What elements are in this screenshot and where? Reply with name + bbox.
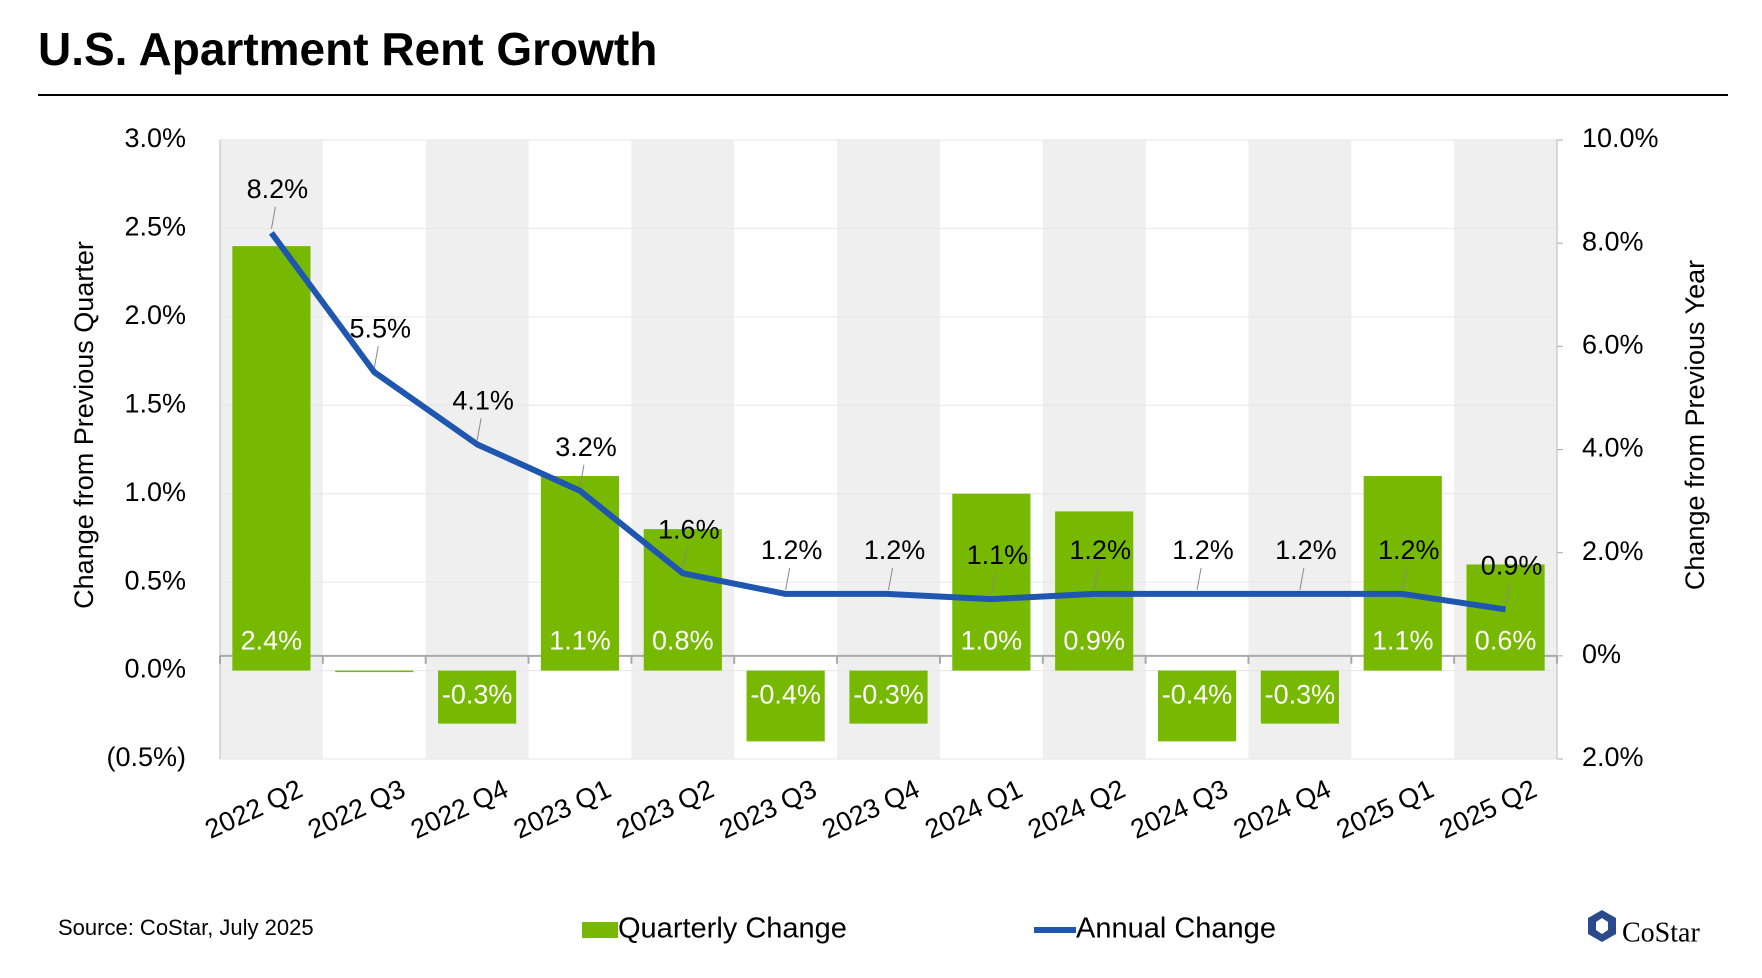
leader-line bbox=[476, 418, 482, 441]
line-value-label: 5.5% bbox=[349, 313, 411, 343]
bar bbox=[952, 493, 1031, 671]
x-tick-label: 2024 Q3 bbox=[1126, 774, 1233, 845]
legend-label: Annual Change bbox=[1076, 913, 1276, 945]
line-value-label: 1.2% bbox=[864, 535, 926, 565]
y-tick-label: 0.5% bbox=[124, 565, 186, 595]
logo: CoStar bbox=[1588, 910, 1700, 948]
logo-text: CoStar bbox=[1622, 917, 1700, 948]
x-tick-label: 2024 Q2 bbox=[1023, 774, 1130, 845]
bar bbox=[1260, 670, 1339, 724]
y-tick-label: (0.5%) bbox=[106, 742, 186, 772]
y2-tick-label: 8.0% bbox=[1582, 226, 1644, 256]
bar-value-label: -0.4% bbox=[750, 680, 821, 710]
line-value-label: 4.1% bbox=[452, 385, 514, 415]
legend-label: Quarterly Change bbox=[618, 913, 847, 945]
y-axis-label: Change from Previous Quarter bbox=[69, 241, 99, 609]
leader-line bbox=[682, 547, 688, 570]
line-value-label: 1.6% bbox=[658, 514, 720, 544]
leader-line bbox=[1299, 567, 1305, 591]
x-tick-label: 2022 Q3 bbox=[303, 774, 410, 845]
band-shade bbox=[425, 140, 529, 759]
leader-line bbox=[270, 206, 276, 229]
x-tick-label: 2023 Q2 bbox=[612, 774, 719, 845]
line-value-label: 3.2% bbox=[555, 432, 617, 462]
legend-swatch bbox=[582, 922, 618, 938]
leader-line bbox=[888, 567, 893, 591]
bar bbox=[1466, 564, 1545, 671]
y2-tick-label: 0% bbox=[1582, 639, 1621, 669]
line-value-label: 1.1% bbox=[967, 540, 1029, 570]
leader-line bbox=[785, 567, 791, 591]
y2-tick-label: 4.0% bbox=[1582, 433, 1644, 463]
bar-value-label: 0.9% bbox=[1063, 626, 1125, 656]
x-tick-label: 2023 Q3 bbox=[715, 774, 822, 845]
line-value-label: 1.2% bbox=[1069, 535, 1131, 565]
x-tick-label: 2022 Q4 bbox=[406, 774, 513, 845]
logo-icon-inner bbox=[1596, 918, 1608, 934]
line-value-label: 0.9% bbox=[1481, 551, 1543, 581]
x-tick-label: 2025 Q2 bbox=[1435, 774, 1542, 845]
y-tick-label: 1.5% bbox=[124, 388, 186, 418]
bar-value-label: -0.3% bbox=[853, 680, 924, 710]
leader-line bbox=[990, 573, 996, 596]
line bbox=[269, 231, 1507, 613]
line-value-label: 1.2% bbox=[1275, 535, 1337, 565]
y-tick-label: 2.0% bbox=[124, 300, 186, 330]
leader-line bbox=[1196, 567, 1202, 591]
bar-value-label: -0.3% bbox=[442, 680, 513, 710]
x-tick-label: 2025 Q1 bbox=[1332, 774, 1439, 845]
x-tick-label: 2023 Q1 bbox=[509, 774, 616, 845]
y-tick-label: 3.0% bbox=[124, 123, 186, 153]
bar-value-label: -0.4% bbox=[1162, 680, 1233, 710]
x-tick-label: 2022 Q2 bbox=[200, 774, 307, 845]
leader-line bbox=[1505, 583, 1511, 606]
bar bbox=[232, 246, 311, 671]
bar-value-label: 0.8% bbox=[652, 626, 714, 656]
line-value-label: 1.2% bbox=[1378, 535, 1440, 565]
y-tick-label: 0.0% bbox=[124, 654, 186, 684]
band-shade bbox=[837, 140, 940, 759]
bar-value-label: -0.3% bbox=[1265, 680, 1336, 710]
line-value-label: 8.2% bbox=[247, 174, 309, 204]
y-tick-label: 1.0% bbox=[124, 477, 186, 507]
y2-tick-label: 6.0% bbox=[1582, 329, 1644, 359]
bar-value-label: 1.0% bbox=[961, 626, 1023, 656]
y2-tick-label: 2.0% bbox=[1582, 536, 1644, 566]
y-tick-label: 2.5% bbox=[124, 212, 186, 242]
leader-line bbox=[1402, 567, 1408, 591]
plot-background bbox=[220, 139, 1557, 760]
x-tick-label: 2024 Q4 bbox=[1229, 774, 1336, 845]
leader-line bbox=[373, 346, 379, 369]
bar bbox=[438, 670, 517, 724]
bar-value-label: 1.1% bbox=[1372, 626, 1434, 656]
bar-value-label: 1.1% bbox=[549, 626, 611, 656]
bar-value-label: 2.4% bbox=[241, 626, 303, 656]
y2-tick-label: 10.0% bbox=[1582, 123, 1659, 153]
bar bbox=[746, 670, 825, 742]
bar bbox=[335, 670, 414, 673]
source: Source: CoStar, July 2025 bbox=[58, 915, 314, 940]
y2-axis-label: Change from Previous Year bbox=[1680, 260, 1710, 590]
x-tick-label: 2024 Q1 bbox=[920, 774, 1027, 845]
bar-value-label: 0.6% bbox=[1475, 626, 1537, 656]
leader-line bbox=[579, 464, 585, 487]
bar bbox=[1363, 476, 1442, 671]
bar bbox=[849, 670, 928, 724]
y2-tick-label: 2.0% bbox=[1582, 742, 1644, 772]
x-tick-label: 2023 Q4 bbox=[817, 774, 924, 845]
line-value-label: 1.2% bbox=[1172, 535, 1234, 565]
band-shade bbox=[1248, 140, 1352, 759]
line-value-label: 1.2% bbox=[761, 535, 823, 565]
leader-line bbox=[1093, 567, 1099, 591]
chart-title: U.S. Apartment Rent Growth bbox=[38, 23, 657, 75]
bar bbox=[1157, 670, 1237, 742]
